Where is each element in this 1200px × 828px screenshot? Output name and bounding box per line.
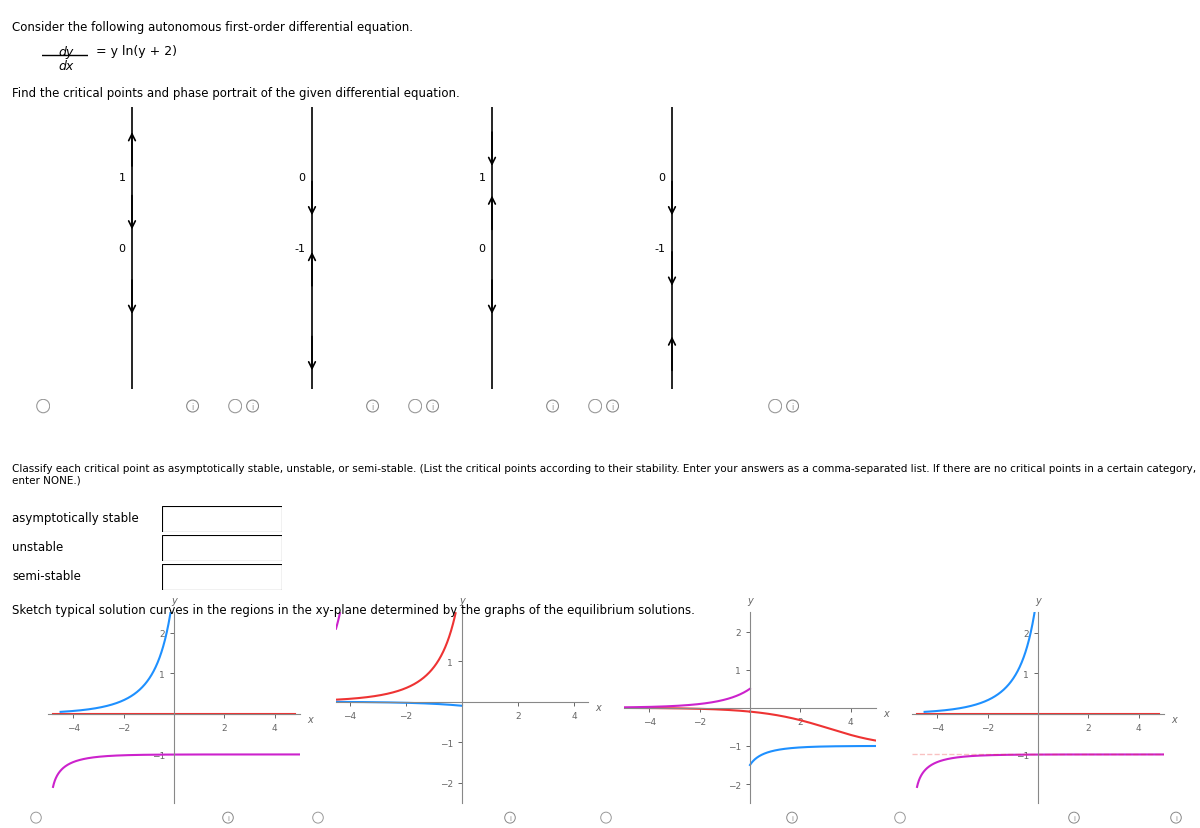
- Text: i: i: [432, 402, 433, 412]
- Text: -1: -1: [295, 243, 306, 253]
- Text: 1: 1: [479, 173, 486, 183]
- Text: i: i: [227, 816, 229, 821]
- Text: i: i: [372, 402, 373, 412]
- Text: dx: dx: [59, 60, 73, 73]
- Text: Find the critical points and phase portrait of the given differential equation.: Find the critical points and phase portr…: [12, 87, 460, 100]
- X-axis label: x: x: [1171, 714, 1177, 724]
- Y-axis label: y: y: [172, 595, 176, 605]
- Text: i: i: [192, 402, 193, 412]
- Text: i: i: [252, 402, 253, 412]
- Text: semi-stable: semi-stable: [12, 569, 80, 582]
- Text: 0: 0: [299, 173, 306, 183]
- Text: i: i: [612, 402, 613, 412]
- Text: i: i: [791, 816, 793, 821]
- Y-axis label: y: y: [1036, 595, 1040, 605]
- Text: 1: 1: [119, 173, 126, 183]
- X-axis label: x: x: [883, 708, 889, 718]
- Text: i: i: [1175, 816, 1177, 821]
- Text: Classify each critical point as asymptotically stable, unstable, or semi-stable.: Classify each critical point as asymptot…: [12, 464, 1196, 485]
- Text: i: i: [552, 402, 553, 412]
- Text: 0: 0: [479, 243, 486, 253]
- Text: Sketch typical solution curves in the regions in the xy-plane determined by the : Sketch typical solution curves in the re…: [12, 603, 695, 616]
- Text: i: i: [509, 816, 511, 821]
- Text: -1: -1: [655, 243, 666, 253]
- Text: unstable: unstable: [12, 540, 64, 553]
- X-axis label: x: x: [307, 714, 313, 724]
- Text: i: i: [1073, 816, 1075, 821]
- Y-axis label: y: y: [460, 595, 464, 605]
- X-axis label: x: x: [595, 702, 601, 712]
- Text: = y ln(y + 2): = y ln(y + 2): [96, 45, 178, 58]
- Text: i: i: [792, 402, 793, 412]
- Y-axis label: y: y: [748, 595, 752, 605]
- Text: 0: 0: [659, 173, 666, 183]
- Text: dy: dy: [59, 46, 73, 59]
- Text: 0: 0: [119, 243, 126, 253]
- Text: Consider the following autonomous first-order differential equation.: Consider the following autonomous first-…: [12, 21, 413, 34]
- Text: asymptotically stable: asymptotically stable: [12, 511, 139, 524]
